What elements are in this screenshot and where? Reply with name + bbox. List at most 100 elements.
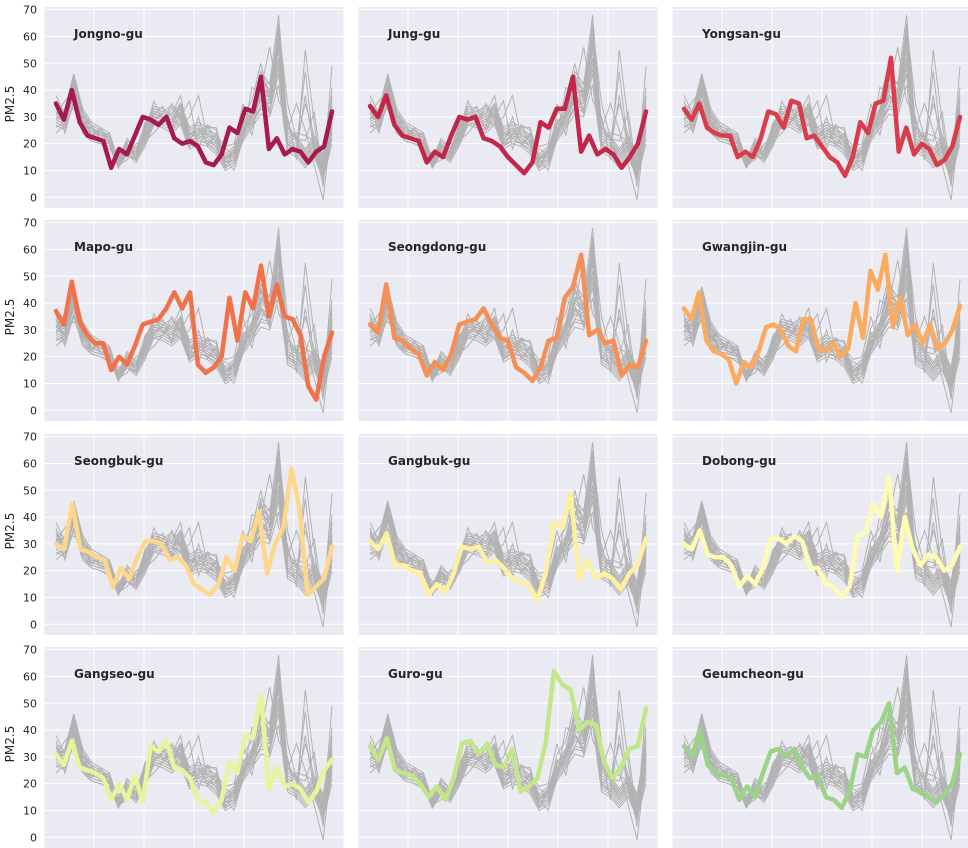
panel-title: Seongbuk-gu — [74, 454, 163, 468]
y-tick-label: 70 — [23, 4, 37, 17]
y-tick-label: 50 — [23, 57, 37, 70]
panel-gangbuk-gu: Gangbuk-gu — [357, 434, 659, 635]
background-series-line — [55, 25, 333, 176]
panel-guro-gu: Guro-gu — [357, 647, 659, 848]
background-series-line — [55, 41, 333, 185]
background-series-line — [683, 500, 961, 605]
y-tick-label: 70 — [23, 431, 37, 444]
background-series-line — [55, 681, 333, 825]
panel-dobong-gu: Dobong-gu — [671, 434, 968, 635]
panel-title: Seongdong-gu — [388, 240, 486, 254]
y-tick-label: 60 — [23, 670, 37, 683]
y-tick-label: 50 — [23, 270, 37, 283]
background-series-line — [683, 262, 961, 381]
series-line-gangseo-gu — [53, 692, 335, 816]
background-series-line — [55, 500, 333, 605]
background-series-line — [369, 665, 647, 816]
panel-grid: 0 10 20 30 40 50 60 70 Jongno-gu Jung-gu Yongsan-g… — [23, 4, 968, 848]
panel-title: Dobong-gu — [702, 454, 776, 468]
y-tick-label: 0 — [30, 618, 37, 631]
y-tick-label: 40 — [23, 511, 37, 524]
background-series-line — [55, 286, 333, 391]
y-tick-label: 60 — [23, 457, 37, 470]
panel-title: Geumcheon-gu — [702, 667, 804, 681]
plot-background — [672, 434, 968, 635]
panel-title: Mapo-gu — [74, 240, 133, 254]
panel-gangseo-gu: 0 10 20 30 40 50 60 70 Gangseo-gu — [23, 644, 345, 848]
background-series-line — [369, 681, 647, 825]
background-series-line — [369, 452, 647, 603]
background-series-line — [683, 36, 961, 172]
panel-title: Guro-gu — [388, 667, 443, 681]
series-line-dobong-gu — [681, 474, 963, 600]
background-series-line — [683, 249, 961, 385]
y-tick-label: 30 — [23, 538, 37, 551]
series-line-geumcheon-gu — [681, 701, 963, 811]
background-series-line — [55, 476, 333, 595]
y-tick-label: 0 — [30, 404, 37, 417]
series-line-seongdong-gu — [367, 252, 649, 384]
y-tick-label: 10 — [23, 804, 37, 817]
background-series-line — [369, 238, 647, 389]
y-tick-label: 40 — [23, 724, 37, 737]
background-series-line — [369, 476, 647, 595]
background-series-line — [369, 468, 647, 612]
background-series-line — [369, 463, 647, 599]
panel-jung-gu: Jung-gu — [357, 7, 659, 208]
panel-title: Jung-gu — [387, 27, 440, 41]
y-tick-label: 60 — [23, 30, 37, 43]
background-series-line — [55, 257, 333, 414]
plot-background — [672, 7, 968, 208]
background-series-line — [683, 463, 961, 599]
panel-title: Yongsan-gu — [701, 27, 781, 41]
background-series-line — [55, 36, 333, 172]
y-axis-label-row-2: PM2.5 — [3, 299, 17, 336]
y-tick-label: 60 — [23, 243, 37, 256]
y-tick-label: 10 — [23, 377, 37, 390]
panel-seongdong-gu: Seongdong-gu — [357, 220, 659, 421]
y-tick-label: 50 — [23, 484, 37, 497]
y-tick-label: 70 — [23, 217, 37, 230]
panel-mapo-gu: 0 10 20 30 40 50 60 70 Mapo-gu — [23, 217, 345, 421]
panel-gwangjin-gu: Gwangjin-gu — [671, 220, 968, 421]
y-axis-label-row-3: PM2.5 — [3, 513, 17, 550]
y-tick-label: 50 — [23, 697, 37, 710]
series-line-jongno-gu — [53, 74, 335, 171]
y-tick-label: 30 — [23, 324, 37, 337]
series-line-seongbuk-gu — [53, 466, 335, 598]
background-series-line — [683, 41, 961, 185]
background-series-line — [683, 681, 961, 825]
background-series-line — [55, 471, 333, 628]
panel-geumcheon-gu: Geumcheon-gu — [671, 647, 968, 848]
series-line-guro-gu — [367, 668, 649, 803]
background-series-line — [683, 665, 961, 816]
panel-title: Jongno-gu — [73, 27, 143, 41]
background-series-line — [369, 36, 647, 172]
y-tick-label: 10 — [23, 164, 37, 177]
y-tick-label: 20 — [23, 778, 37, 791]
y-tick-label: 0 — [30, 831, 37, 844]
y-tick-label: 70 — [23, 644, 37, 657]
y-tick-label: 20 — [23, 138, 37, 151]
series-line-yongsan-gu — [681, 55, 963, 179]
background-series-line — [55, 676, 333, 812]
y-tick-label: 40 — [23, 297, 37, 310]
plot-background — [672, 220, 968, 421]
panel-jongno-gu: 0 10 20 30 40 50 60 70 Jongno-gu — [23, 4, 345, 208]
series-line-gwangjin-gu — [681, 252, 963, 386]
series-line-mapo-gu — [53, 263, 335, 402]
background-series-line — [683, 254, 961, 398]
y-tick-label: 30 — [23, 111, 37, 124]
y-tick-label: 10 — [23, 591, 37, 604]
y-axis-label-row-1: PM2.5 — [3, 86, 17, 123]
background-series-line — [369, 25, 647, 176]
panel-title: Gangseo-gu — [74, 667, 155, 681]
y-axis-label-row-4: PM2.5 — [3, 726, 17, 763]
background-series-line — [369, 41, 647, 185]
panel-title: Gwangjin-gu — [702, 240, 787, 254]
series-line-gangbuk-gu — [367, 490, 649, 603]
y-tick-label: 20 — [23, 351, 37, 364]
panel-title: Gangbuk-gu — [388, 454, 470, 468]
background-series-line — [369, 471, 647, 628]
panel-yongsan-gu: Yongsan-gu — [671, 7, 968, 208]
